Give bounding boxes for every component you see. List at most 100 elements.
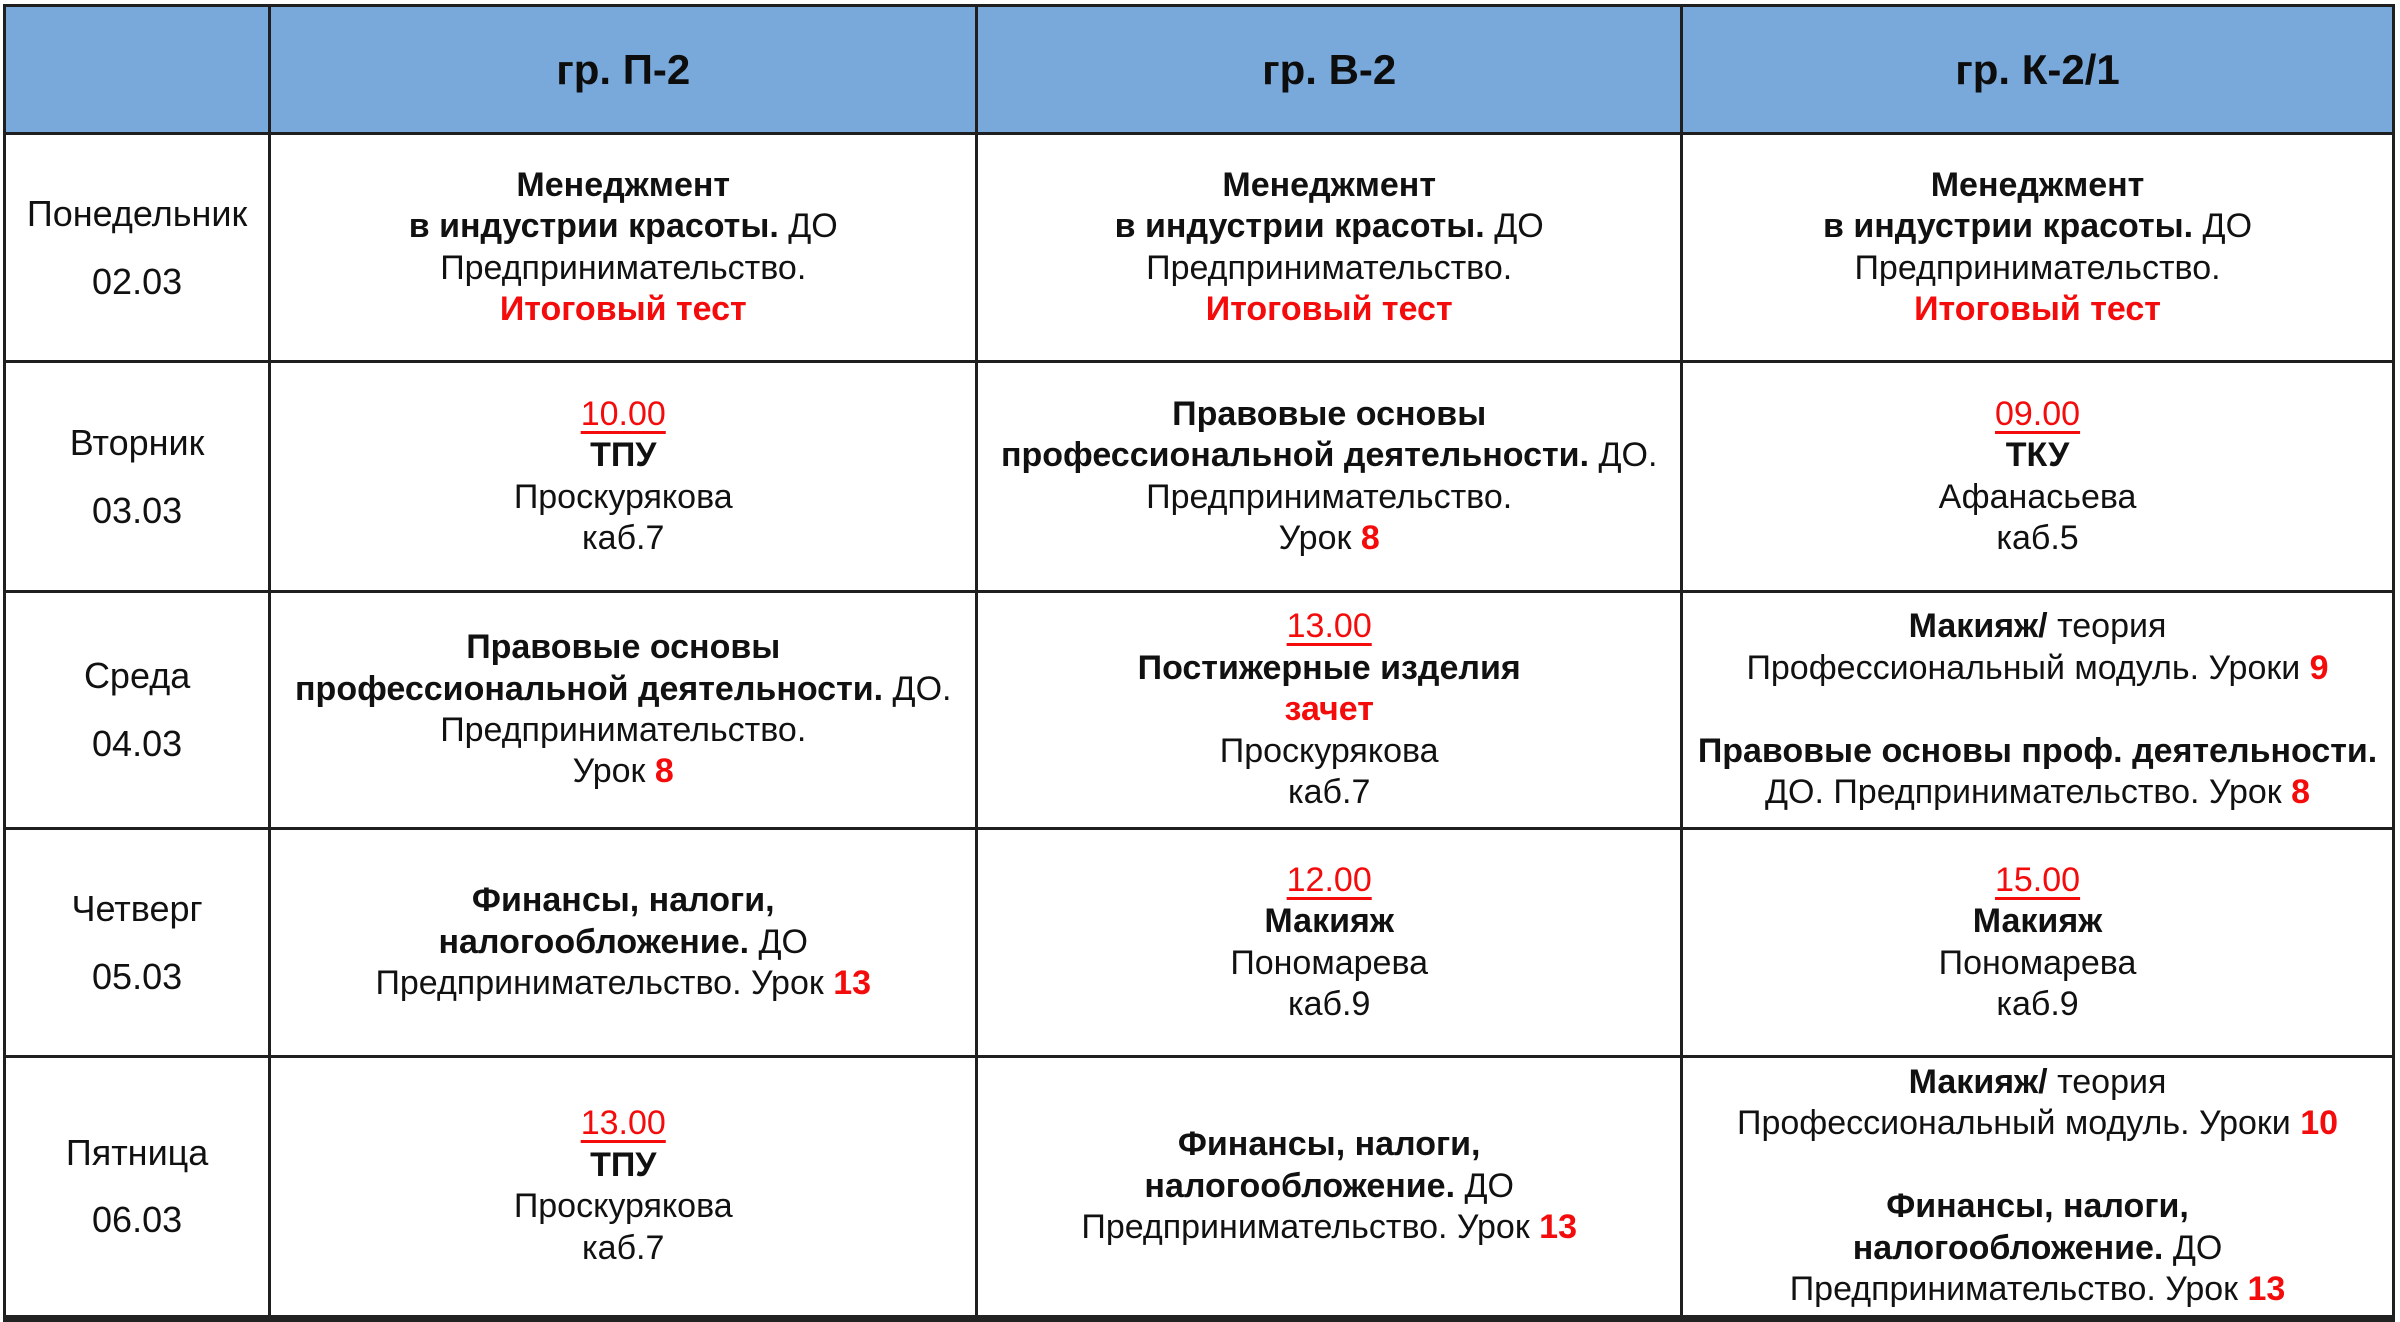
lesson-cell-tuesday-p2: 10.00 ТПУ Проскурякова каб.7 (268, 360, 979, 593)
text-segment: Финансы, налоги, (471, 881, 775, 920)
day-cell-wednesday: Среда 04.03 (2, 590, 272, 830)
lesson-line: Финансы, налоги, (988, 1124, 1670, 1165)
text-segment: ТПУ (590, 436, 657, 475)
text-segment: Предпринимательство. (1146, 248, 1513, 287)
text-segment: Афанасьева (1938, 477, 2137, 516)
lesson-cell-friday-p2: 13.00 ТПУ Проскурякова каб.7 (268, 1055, 979, 1322)
lesson-line: Макияж (988, 901, 1670, 942)
lesson-cell-monday-k21: Менеджмент в индустрии красоты. ДО Предпри… (1680, 132, 2395, 363)
text-segment: ДО (749, 922, 808, 961)
lesson-line: Финансы, налоги, (1693, 1186, 2382, 1227)
text-segment: каб.9 (1288, 984, 1371, 1023)
header-row: гр. П-2 гр. В-2 гр. К-2/1 (2, 4, 2395, 135)
text-segment: ТПУ (590, 1145, 657, 1184)
text-segment: ДО. (883, 669, 952, 708)
text-segment: Проскурякова (513, 477, 733, 516)
text-segment: 09.00 (1994, 394, 2081, 433)
text-segment: Постижерные изделия (1137, 648, 1521, 687)
header-group-k21: гр. К-2/1 (1680, 4, 2395, 135)
text-segment: ДО (1455, 1166, 1514, 1205)
lesson-cell-tuesday-k21: 09.00 ТКУ Афанасьева каб.5 (1680, 360, 2395, 593)
text-segment: 9 (2309, 648, 2329, 687)
lesson-line (1693, 689, 2382, 730)
lesson-cell-wednesday-k21: Макияж/ теория Профессиональный модуль. У… (1680, 590, 2395, 830)
lesson-line: налогообложение. ДО (1693, 1228, 2382, 1269)
lesson-line: Проскурякова (281, 1186, 965, 1227)
lesson-line: Предпринимательство. (988, 477, 1670, 518)
lesson-line: Предпринимательство. (1693, 248, 2382, 289)
text-segment: 10 (2300, 1104, 2339, 1143)
text-segment: Предпринимательство. Урок (1081, 1208, 1540, 1247)
lesson-line: Проскурякова (281, 477, 965, 518)
lesson-line: налогообложение. ДО (281, 922, 965, 963)
text-segment: Финансы, налоги, (1886, 1187, 2189, 1226)
schedule-row-friday: Пятница 06.03 13.00 ТПУ Проскурякова каб.7 Фин… (2, 1055, 2395, 1322)
day-line: Понедельник (26, 192, 248, 234)
lesson-cell-monday-v2: Менеджмент в индустрии красоты. ДО Предпри… (975, 132, 1684, 363)
lesson-line: Профессиональный модуль. Уроки 9 (1693, 648, 2382, 689)
text-segment: Проскурякова (1219, 731, 1439, 770)
text-segment: налогообложение. (438, 922, 750, 961)
day-cell-thursday: Четверг 05.03 (2, 827, 272, 1058)
lesson-line: Урок 8 (988, 518, 1670, 559)
text-segment: каб.5 (1996, 518, 2079, 557)
text-segment: 8 (1360, 518, 1380, 557)
text-segment: профессиональной деятельности. (1000, 436, 1590, 475)
text-segment: ДО (2193, 207, 2253, 246)
lesson-line: Менеджмент (281, 165, 965, 206)
lesson-line: Пономарева (988, 943, 1670, 984)
lesson-line: Афанасьева (1693, 477, 2382, 518)
day-line: 02.03 (92, 260, 183, 302)
text-segment: зачет (1284, 690, 1374, 729)
lesson-line: каб.9 (988, 984, 1670, 1025)
lesson-line: в индустрии красоты. ДО (281, 206, 965, 247)
text-segment: Урок (572, 752, 655, 791)
text-segment: ДО (2163, 1228, 2223, 1267)
day-line: Четверг (71, 887, 203, 929)
text-segment: Правовые основы (1172, 394, 1487, 433)
text-segment: Предпринимательство. (1146, 477, 1513, 516)
lesson-line: 10.00 (281, 394, 965, 435)
text-segment: 13 (833, 964, 872, 1003)
lesson-line: Предпринимательство. Урок 13 (988, 1207, 1670, 1248)
lesson-line: ТПУ (281, 435, 965, 476)
text-segment: Предпринимательство. (1854, 248, 2221, 287)
lesson-cell-thursday-v2: 12.00 Макияж Пономарева каб.9 (975, 827, 1684, 1058)
day-cell-monday: Понедельник 02.03 (2, 132, 272, 363)
text-segment: Профессиональный модуль. Уроки (1737, 1104, 2301, 1143)
lesson-line: ДО. Предпринимательство. Урок 8 (1693, 772, 2382, 813)
header-group-p2: гр. П-2 (268, 4, 979, 135)
day-cell-tuesday: Вторник 03.03 (2, 360, 272, 593)
text-segment: 8 (2291, 773, 2311, 812)
text-segment: 13.00 (580, 1104, 666, 1143)
text-segment: Итоговый тест (499, 289, 747, 328)
text-segment: ДО (1484, 207, 1544, 246)
text-segment: 10.00 (580, 394, 666, 433)
text-segment: каб.7 (1288, 773, 1371, 812)
lesson-line: Итоговый тест (1693, 289, 2382, 330)
text-segment: в индустрии красоты. (408, 207, 779, 246)
day-line: Вторник (69, 421, 205, 463)
lesson-line: Проскурякова (988, 731, 1670, 772)
text-segment: налогообложение. (1144, 1166, 1456, 1205)
lesson-line: в индустрии красоты. ДО (1693, 206, 2382, 247)
lesson-cell-monday-p2: Менеджмент в индустрии красоты. ДО Предпри… (268, 132, 979, 363)
lesson-line: каб.7 (281, 1228, 965, 1269)
lesson-cell-wednesday-p2: Правовые основы профессиональной деятельн… (268, 590, 979, 830)
text-segment: ДО. Предпринимательство. Урок (1765, 773, 2292, 812)
lesson-line: Правовые основы проф. деятельности. (1693, 731, 2382, 772)
text-segment: Макияж/ (1908, 1063, 2048, 1101)
lesson-cell-friday-k21: Макияж/ теория Профессиональный модуль. У… (1680, 1055, 2395, 1322)
text-segment: Макияж/ (1908, 607, 2048, 646)
lesson-line: 13.00 (281, 1103, 965, 1144)
text-segment: налогообложение. (1852, 1228, 2164, 1267)
day-line: Пятница (65, 1131, 209, 1173)
schedule-row-monday: Понедельник 02.03 Менеджмент в индустрии кр… (2, 132, 2395, 363)
text-segment: теория (2047, 607, 2167, 646)
header-day-cell (2, 4, 272, 135)
lesson-line: Менеджмент (1693, 165, 2382, 206)
text-segment: Предпринимательство. Урок (375, 964, 834, 1003)
lesson-cell-thursday-p2: Финансы, налоги, налогообложение. ДО Предп… (268, 827, 979, 1058)
text-segment: профессиональной деятельности. (295, 669, 884, 708)
text-segment: Макияж (1972, 902, 2103, 941)
